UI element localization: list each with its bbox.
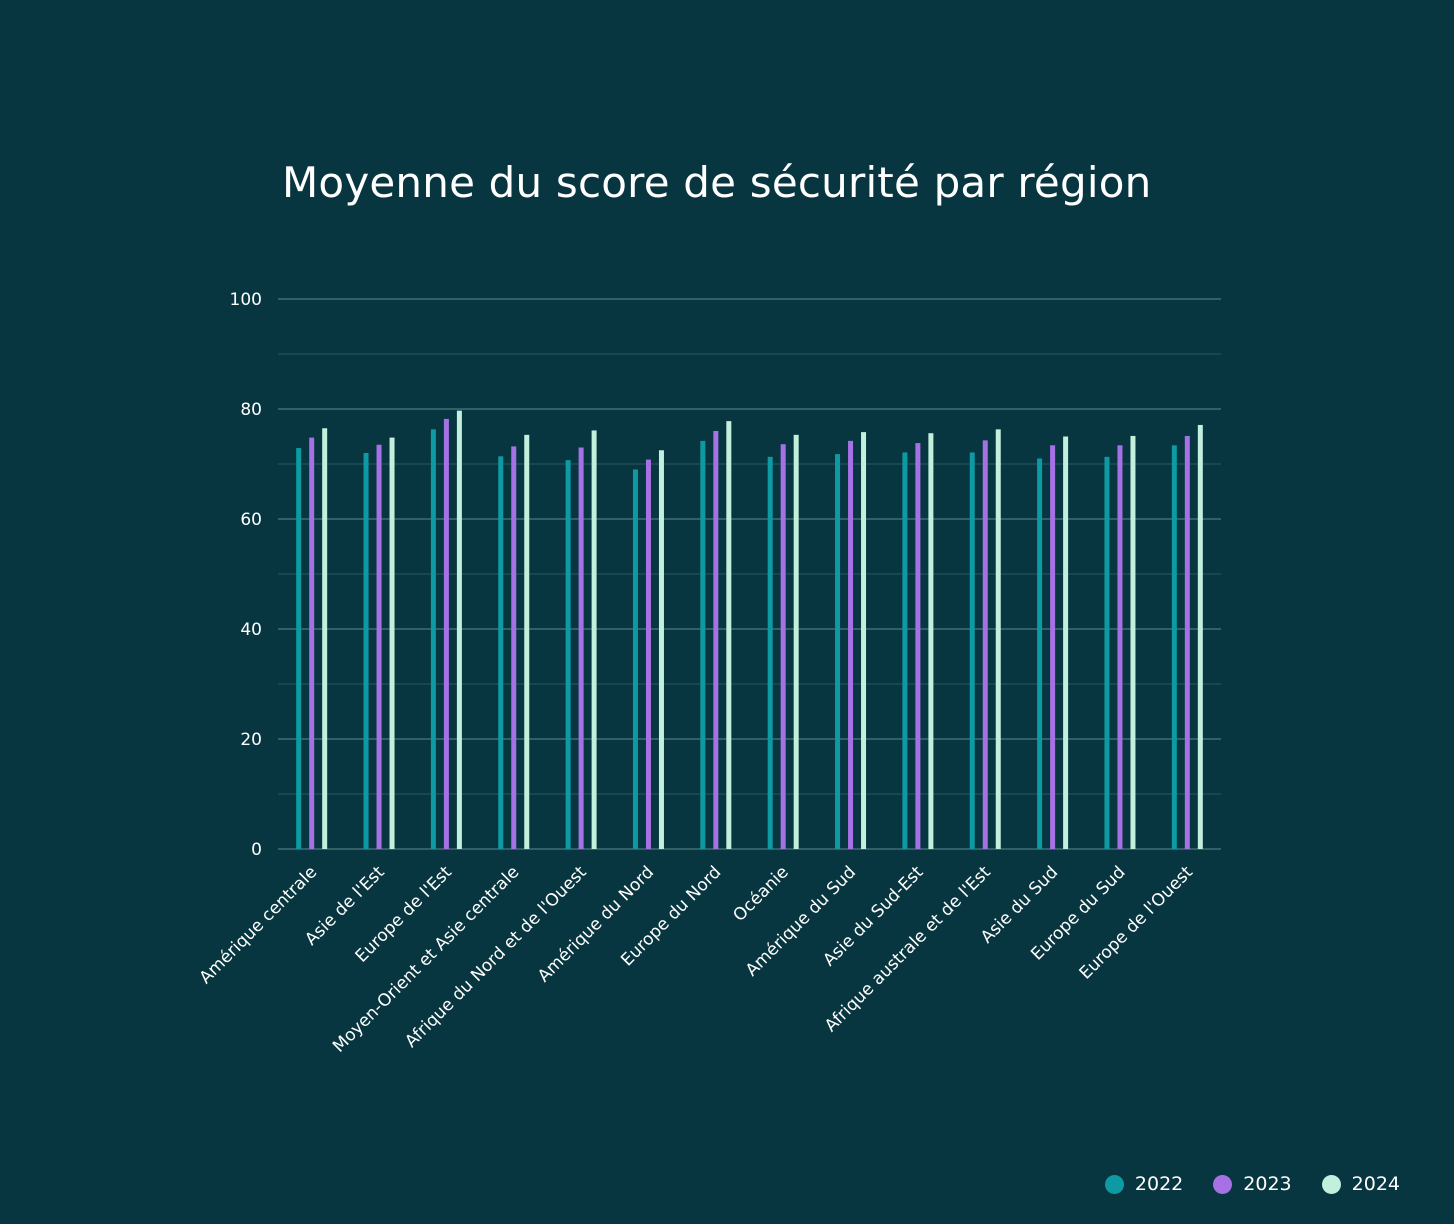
bar-2023-6[interactable] bbox=[713, 431, 719, 849]
bar-2023-11[interactable] bbox=[1050, 445, 1056, 849]
bar-2024-2[interactable] bbox=[456, 410, 462, 849]
bar-2024-8[interactable] bbox=[861, 432, 867, 849]
x-tick-label: Amérique du Nord bbox=[534, 862, 658, 986]
y-tick-labels: 0 20 40 60 80 100 bbox=[230, 290, 262, 860]
bar-2024-1[interactable] bbox=[389, 437, 395, 849]
bar-2024-4[interactable] bbox=[591, 430, 597, 849]
bar-2022-1[interactable] bbox=[363, 453, 369, 849]
bar-2023-0[interactable] bbox=[309, 437, 315, 849]
legend-label-2022: 2022 bbox=[1134, 1173, 1184, 1195]
bar-2022-12[interactable] bbox=[1104, 456, 1110, 849]
bar-2022-9[interactable] bbox=[902, 452, 908, 849]
bar-2024-0[interactable] bbox=[322, 428, 328, 849]
bar-2024-7[interactable] bbox=[793, 434, 799, 849]
bar-2023-3[interactable] bbox=[511, 446, 517, 849]
chart-title: Moyenne du score de sécurité par région bbox=[282, 158, 1152, 207]
bar-2022-6[interactable] bbox=[700, 440, 706, 849]
bar-2024-10[interactable] bbox=[995, 429, 1001, 849]
bar-2022-0[interactable] bbox=[296, 448, 302, 849]
bar-2022-5[interactable] bbox=[632, 469, 638, 850]
bar-2024-5[interactable] bbox=[658, 450, 664, 849]
bar-2022-4[interactable] bbox=[565, 460, 571, 849]
legend-item-2023[interactable]: 2023 bbox=[1213, 1173, 1292, 1195]
legend-item-2022[interactable]: 2022 bbox=[1104, 1173, 1184, 1195]
legend-label-2024: 2024 bbox=[1351, 1173, 1400, 1195]
x-tick-label: Océanie bbox=[729, 862, 792, 925]
legend-swatch-2023 bbox=[1213, 1174, 1233, 1194]
legend-item-2024[interactable]: 2024 bbox=[1321, 1173, 1400, 1195]
bar-2024-12[interactable] bbox=[1130, 435, 1136, 849]
bar-2022-11[interactable] bbox=[1037, 458, 1043, 850]
y-tick-label: 20 bbox=[240, 730, 262, 750]
bar-2023-8[interactable] bbox=[848, 440, 854, 849]
bar-2023-4[interactable] bbox=[578, 447, 584, 850]
bar-2022-13[interactable] bbox=[1171, 445, 1177, 849]
bar-2023-12[interactable] bbox=[1117, 445, 1123, 849]
bar-2023-9[interactable] bbox=[915, 443, 921, 849]
bar-2024-9[interactable] bbox=[928, 433, 934, 849]
bar-2022-10[interactable] bbox=[969, 452, 975, 849]
bar-2023-2[interactable] bbox=[443, 418, 449, 849]
legend-label-2023: 2023 bbox=[1243, 1173, 1292, 1195]
y-tick-label: 0 bbox=[251, 840, 262, 860]
legend: 2022 2023 2024 bbox=[1104, 1173, 1400, 1195]
bar-2022-8[interactable] bbox=[835, 454, 841, 849]
bar-2024-13[interactable] bbox=[1197, 424, 1203, 849]
x-tick-label: Amérique centrale bbox=[196, 862, 322, 988]
y-tick-label: 60 bbox=[240, 510, 262, 530]
bar-2024-11[interactable] bbox=[1063, 436, 1069, 850]
grid-layer bbox=[278, 298, 1221, 850]
y-tick-label: 40 bbox=[240, 620, 262, 640]
bar-2024-6[interactable] bbox=[726, 421, 732, 849]
bar-2022-7[interactable] bbox=[767, 456, 773, 849]
y-tick-label: 100 bbox=[230, 290, 262, 310]
y-tick-label: 80 bbox=[240, 400, 262, 420]
bar-2023-10[interactable] bbox=[982, 440, 988, 849]
bar-2023-1[interactable] bbox=[376, 444, 382, 849]
bar-2024-3[interactable] bbox=[524, 434, 530, 849]
bar-2023-7[interactable] bbox=[780, 444, 786, 849]
legend-swatch-2024 bbox=[1321, 1174, 1341, 1194]
x-tick-label: Europe de l'Ouest bbox=[1076, 862, 1197, 983]
bar-2022-3[interactable] bbox=[498, 456, 504, 849]
bar-2022-2[interactable] bbox=[430, 429, 436, 849]
bar-2023-5[interactable] bbox=[645, 459, 651, 849]
bar-layer bbox=[296, 410, 1203, 850]
legend-swatch-2022 bbox=[1104, 1174, 1124, 1194]
bar-2023-13[interactable] bbox=[1184, 435, 1190, 849]
